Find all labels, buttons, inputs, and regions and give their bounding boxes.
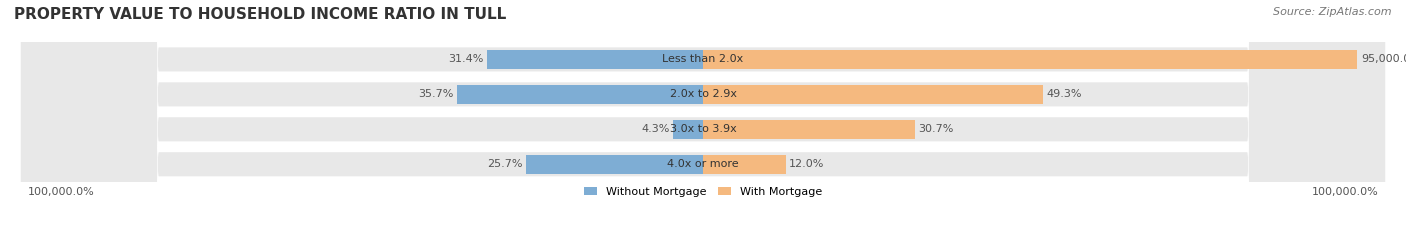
Text: 4.0x or more: 4.0x or more	[668, 159, 738, 169]
Text: 35.7%: 35.7%	[418, 89, 454, 99]
Text: 4.3%: 4.3%	[641, 124, 669, 134]
Text: 49.3%: 49.3%	[1046, 89, 1081, 99]
Text: 95,000.0%: 95,000.0%	[1361, 55, 1406, 64]
Text: Source: ZipAtlas.com: Source: ZipAtlas.com	[1274, 7, 1392, 17]
FancyBboxPatch shape	[21, 0, 1385, 233]
Text: 31.4%: 31.4%	[449, 55, 484, 64]
Bar	[673, 120, 703, 139]
FancyBboxPatch shape	[21, 0, 1385, 233]
Bar	[703, 155, 786, 174]
FancyBboxPatch shape	[21, 0, 1385, 233]
Text: 100,000.0%: 100,000.0%	[28, 187, 94, 197]
Text: PROPERTY VALUE TO HOUSEHOLD INCOME RATIO IN TULL: PROPERTY VALUE TO HOUSEHOLD INCOME RATIO…	[14, 7, 506, 22]
Bar	[457, 85, 703, 104]
Text: 12.0%: 12.0%	[789, 159, 824, 169]
Legend: Without Mortgage, With Mortgage: Without Mortgage, With Mortgage	[579, 182, 827, 201]
Text: 25.7%: 25.7%	[486, 159, 523, 169]
Text: Less than 2.0x: Less than 2.0x	[662, 55, 744, 64]
Text: 3.0x to 3.9x: 3.0x to 3.9x	[669, 124, 737, 134]
Text: 2.0x to 2.9x: 2.0x to 2.9x	[669, 89, 737, 99]
Bar	[486, 50, 703, 69]
FancyBboxPatch shape	[21, 0, 1385, 233]
Bar	[703, 85, 1043, 104]
Text: 100,000.0%: 100,000.0%	[1312, 187, 1378, 197]
Bar	[703, 50, 1358, 69]
Text: 30.7%: 30.7%	[918, 124, 953, 134]
Bar	[703, 120, 914, 139]
Bar	[526, 155, 703, 174]
